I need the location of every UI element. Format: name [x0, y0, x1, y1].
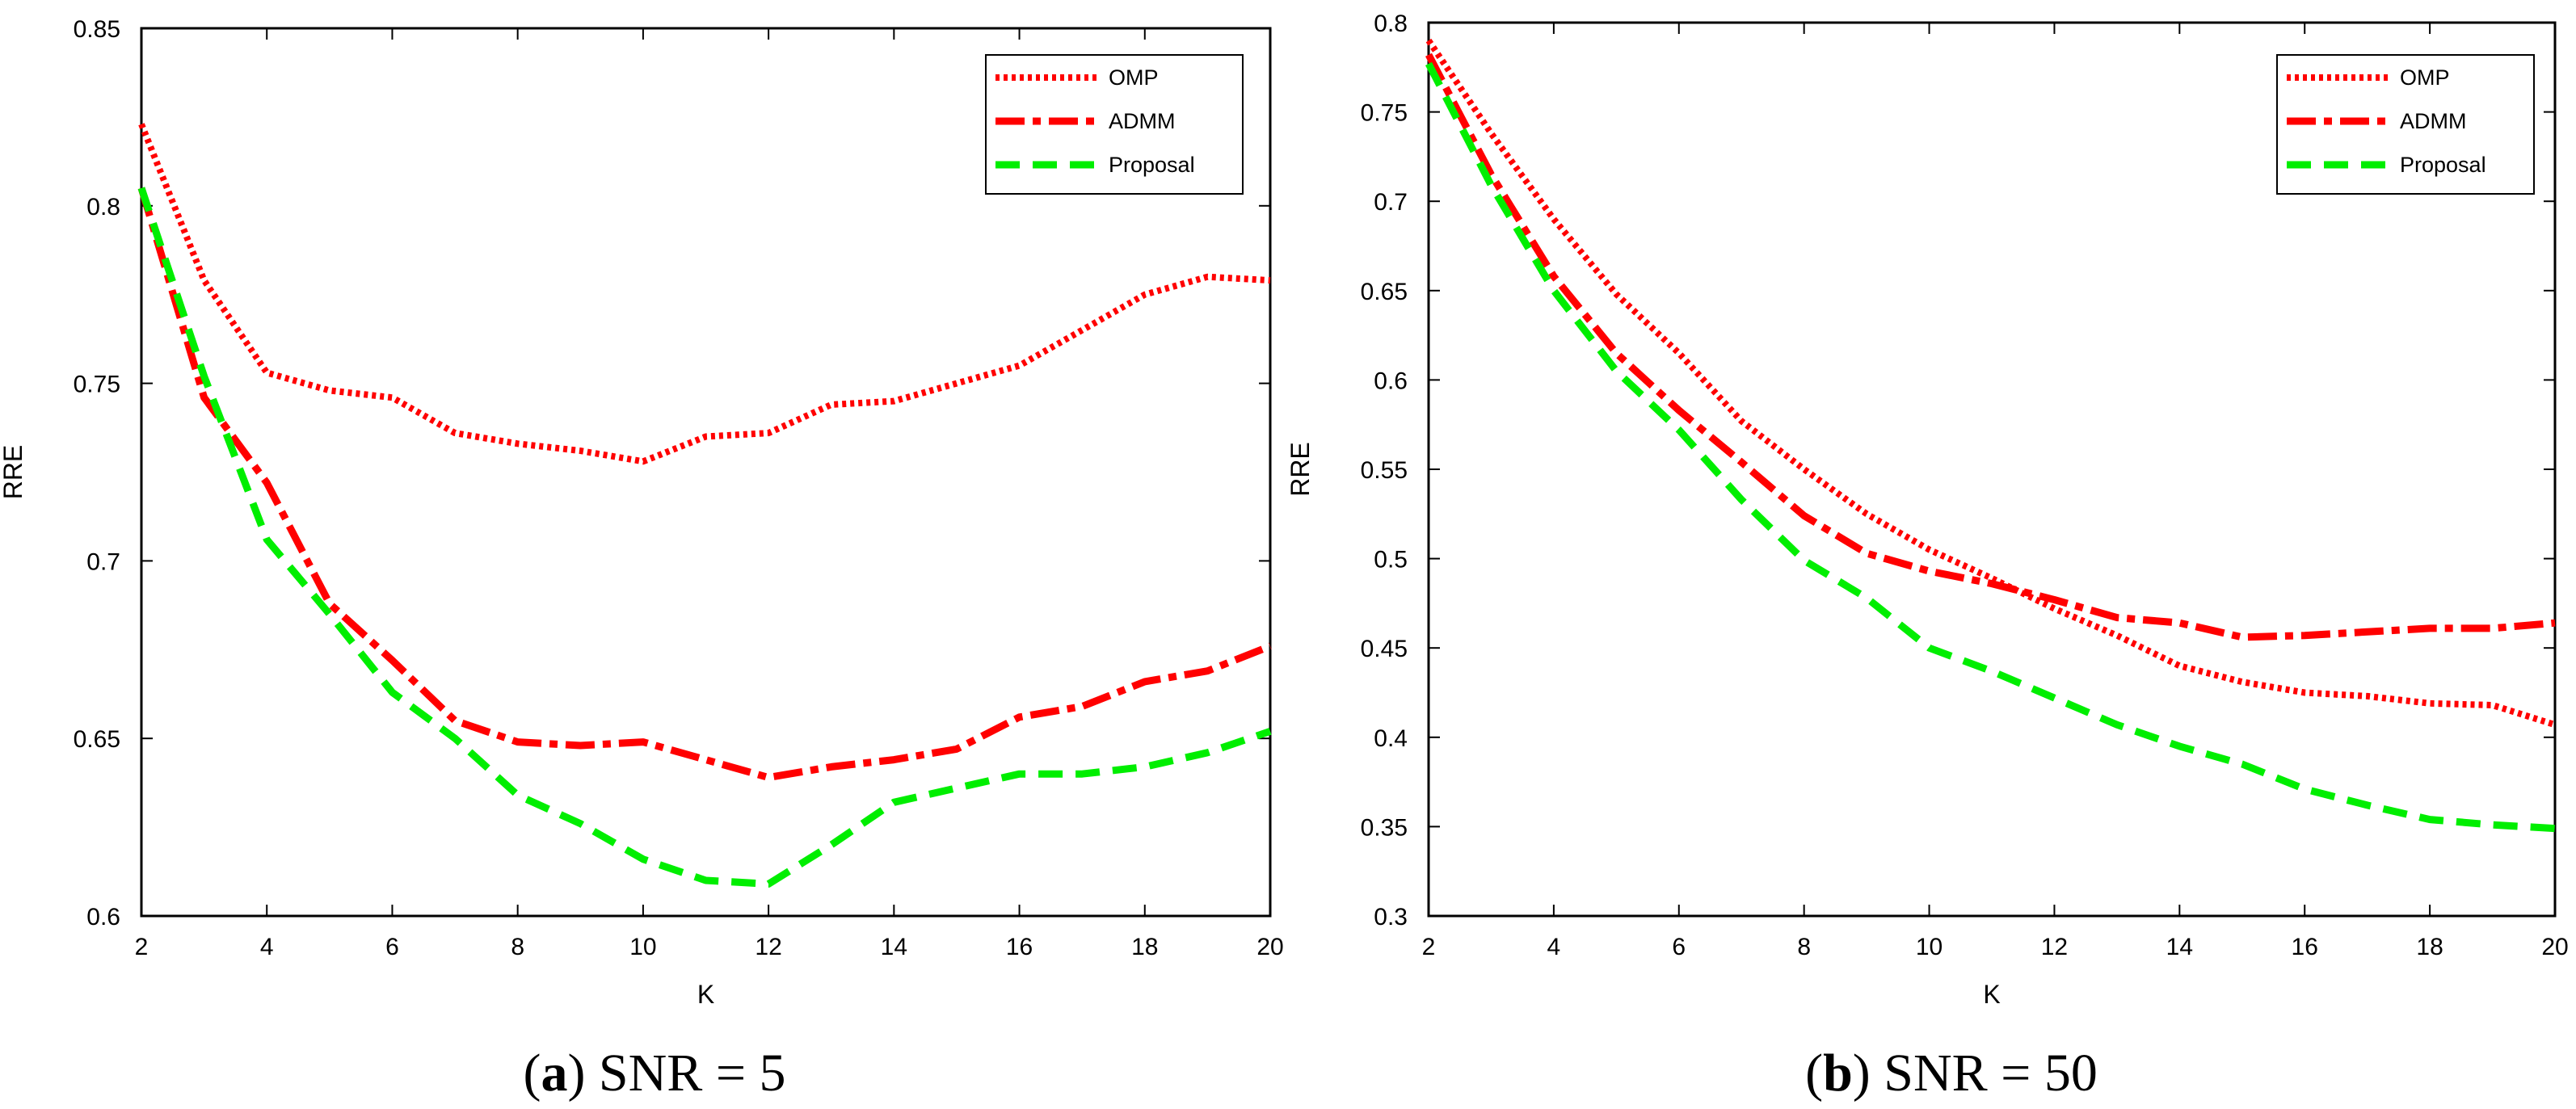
y-tick-label: 0.7: [86, 548, 120, 575]
caption-text: SNR = 5: [585, 1044, 785, 1103]
x-tick-label: 6: [385, 934, 399, 960]
series-line-admm: [1425, 53, 2556, 641]
x-tick-label: 8: [511, 934, 524, 960]
x-tick-label: 6: [1672, 934, 1686, 960]
x-tick-label: 2: [135, 934, 149, 960]
caption-text: SNR = 50: [1871, 1044, 2098, 1103]
series-line-proposal: [1425, 61, 2556, 833]
y-tick-label: 0.6: [86, 904, 120, 930]
x-tick-label: 8: [1797, 934, 1811, 960]
x-tick-label: 4: [1547, 934, 1561, 960]
x-tick-label: 2: [1422, 934, 1436, 960]
panel-caption: (b) SNR = 50: [1805, 1044, 2098, 1103]
y-axis-label: RRE: [0, 445, 27, 500]
y-tick-label: 0.75: [74, 372, 120, 398]
x-tick-label: 14: [2166, 934, 2193, 960]
chart-panel-a: 2 4 6 8 10 12 14 16 18 20 0.6 0.65 0.7 0.75 0.8 0.85 K RR…: [0, 16, 1284, 1103]
x-tick-label: 20: [1256, 934, 1283, 960]
x-tick-label: 14: [881, 934, 907, 960]
legend: OMP ADMM Proposal: [985, 54, 1244, 195]
y-axis-label: RRE: [1286, 442, 1315, 497]
series-line-omp: [138, 123, 1271, 465]
legend-label-admm: ADMM: [1109, 109, 1176, 133]
y-tick-label: 0.5: [1374, 547, 1408, 573]
x-tick-label: 4: [260, 934, 274, 960]
y-tick-label: 0.35: [1361, 814, 1408, 841]
plot-frame: [140, 27, 1272, 918]
x-tick-label: 18: [2416, 934, 2443, 960]
legend-box: [985, 54, 1244, 195]
legend-label-omp: OMP: [1109, 65, 1159, 90]
x-axis-label: K: [1983, 980, 2000, 1009]
x-tick-label: 10: [629, 934, 656, 960]
y-tick-label: 0.8: [86, 194, 120, 221]
y-tick-label: 0.85: [74, 16, 120, 43]
y-tick-label: 0.4: [1374, 725, 1408, 752]
caption-letter: b: [1823, 1044, 1853, 1103]
y-tick-label: 0.3: [1374, 904, 1408, 930]
legend-label-proposal: Proposal: [1109, 153, 1195, 177]
y-tick-label: 0.7: [1374, 189, 1408, 216]
x-tick-label: 12: [2041, 934, 2068, 960]
x-tick-label: 10: [1916, 934, 1943, 960]
x-tick-label: 18: [1131, 934, 1158, 960]
x-tick-label: 16: [1006, 934, 1033, 960]
y-tick-label: 0.8: [1374, 11, 1408, 37]
legend-label-proposal: Proposal: [2400, 153, 2486, 177]
legend-label-admm: ADMM: [2400, 109, 2467, 133]
x-tick-label: 12: [755, 934, 781, 960]
series-line-proposal: [137, 187, 1272, 888]
x-tick-label: 16: [2292, 934, 2318, 960]
series-line-admm: [137, 187, 1272, 782]
y-tick-label: 0.65: [74, 726, 120, 753]
panel-caption: (a) SNR = 5: [523, 1044, 785, 1103]
y-tick-label: 0.65: [1361, 279, 1408, 305]
caption-letter: a: [541, 1044, 567, 1103]
y-tick-label: 0.75: [1361, 100, 1408, 127]
y-tick-label: 0.6: [1374, 368, 1408, 394]
x-tick-label: 20: [2541, 934, 2568, 960]
series-line-omp: [1425, 38, 2557, 729]
x-axis-label: K: [697, 980, 714, 1009]
legend: OMP ADMM Proposal: [2276, 54, 2535, 195]
legend-label-omp: OMP: [2400, 65, 2450, 90]
y-tick-label: 0.55: [1361, 457, 1408, 484]
chart-panel-b: 2 4 6 8 10 12 14 16 18 20 0.3 0.35 0.4 0.45 0.5 0.55 0.6…: [1286, 11, 2569, 1103]
y-tick-label: 0.45: [1361, 636, 1408, 662]
